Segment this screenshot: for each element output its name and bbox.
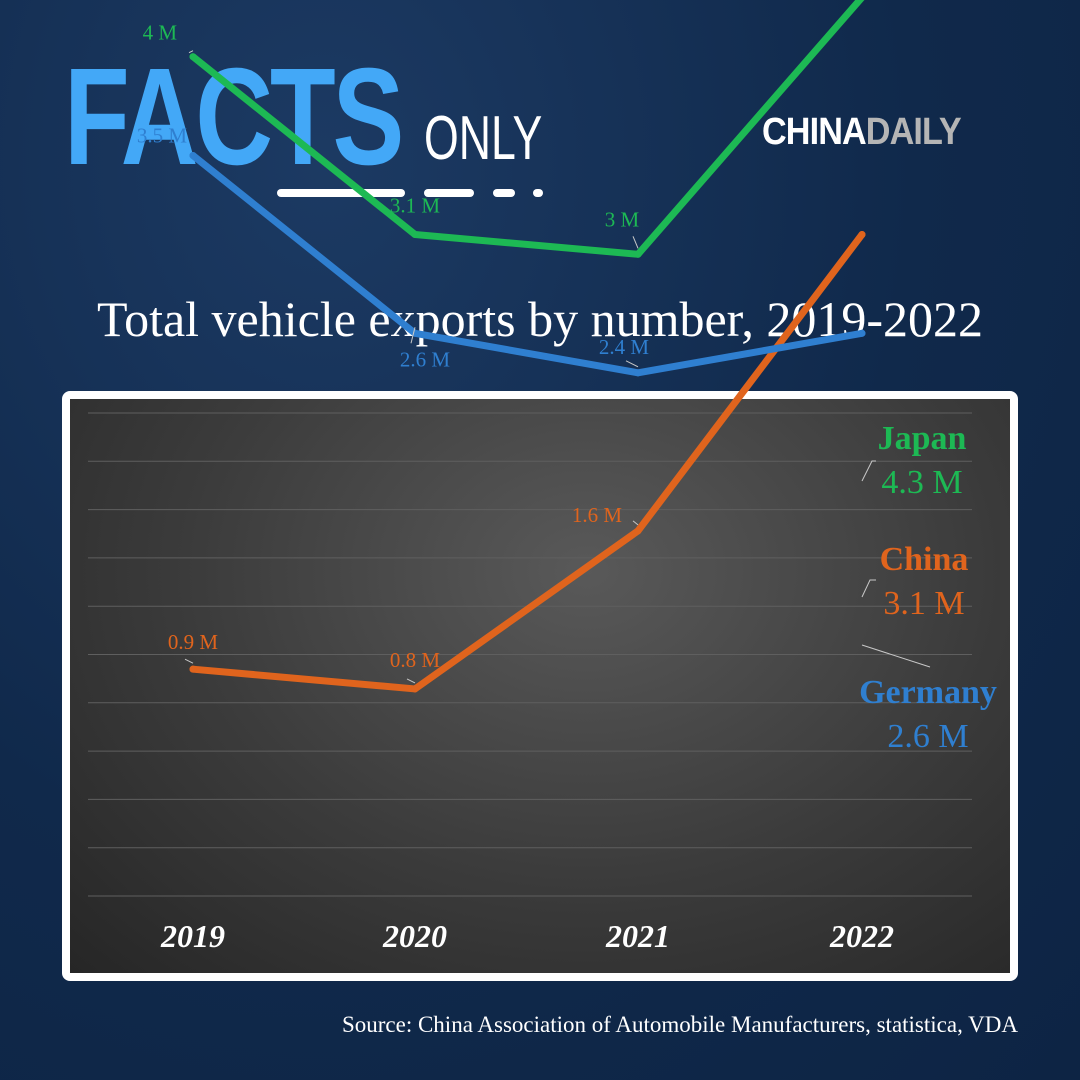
decor-dash-2: [424, 189, 474, 197]
leader-line-japan-2021: [632, 236, 639, 249]
data-label-germany-2019: 3.5 M: [137, 123, 188, 147]
plot-area: [70, 399, 1010, 973]
series-line-china: [189, 231, 866, 693]
x-tick-label-2020: 2020: [382, 918, 447, 954]
x-tick-label-2021: 2021: [605, 918, 670, 954]
source-note: Source: China Association of Automobile …: [341, 1012, 1018, 1037]
series-line-japan: [189, 0, 865, 258]
series-name-japan: Japan: [878, 420, 967, 457]
data-point-germany-2019: [189, 151, 197, 159]
data-label-germany-2021: 2.4 M: [599, 335, 650, 359]
data-label-japan-2020: 3.1 M: [390, 194, 441, 218]
data-label-china-2020: 0.8 M: [390, 648, 441, 672]
leader-line-japan-2019: [188, 50, 194, 54]
data-point-japan-2019: [189, 53, 197, 61]
series-end-value-germany: 2.6 M: [887, 718, 968, 755]
leader-line-germany-end: [861, 644, 931, 668]
data-point-japan-2022: [859, 0, 865, 1]
data-point-japan-2021: [634, 250, 642, 258]
leader-line-germany-2021: [625, 360, 639, 368]
series-end-value-japan: 4.3 M: [881, 464, 962, 501]
x-tick-label-2019: 2019: [160, 918, 225, 954]
leader-line-japan-end: [861, 460, 876, 482]
series-line-germany: [189, 151, 866, 377]
logo-daily: DAILY: [865, 111, 962, 153]
x-tick-label-2022: 2022: [829, 918, 894, 954]
leader-line-china-end: [861, 579, 876, 598]
data-point-germany-2021: [634, 369, 642, 377]
data-point-china-2019: [189, 665, 197, 673]
decor-dash-1: [277, 189, 405, 197]
data-label-japan-2021: 3 M: [605, 207, 640, 231]
data-label-china-2021: 1.6 M: [572, 503, 623, 527]
data-label-germany-2020: 2.6 M: [400, 347, 451, 371]
series-end-value-china: 3.1 M: [883, 585, 964, 622]
leader-line-china-2021: [632, 520, 639, 526]
data-point-japan-2020: [411, 231, 419, 239]
series-name-germany: Germany: [859, 674, 997, 711]
series-name-china: China: [880, 541, 969, 578]
data-point-china-2021: [634, 527, 642, 535]
leader-line-china-2020: [406, 678, 416, 684]
logo-china: CHINA: [762, 111, 867, 153]
chinadaily-logo: CHINADAILY: [762, 111, 962, 153]
only-wordmark: ONLY: [424, 104, 543, 173]
leader-line-germany-2020: [410, 327, 416, 344]
data-point-china-2020: [411, 685, 419, 693]
data-label-japan-2019: 4 M: [143, 21, 178, 45]
data-label-china-2019: 0.9 M: [168, 630, 219, 654]
leader-line-china-2019: [184, 658, 194, 664]
decor-dash-3: [493, 189, 515, 197]
facts-wordmark: FACTS: [64, 40, 404, 194]
decor-dash-4: [533, 189, 543, 197]
data-point-germany-2022: [858, 329, 866, 337]
data-point-china-2022: [858, 231, 866, 239]
